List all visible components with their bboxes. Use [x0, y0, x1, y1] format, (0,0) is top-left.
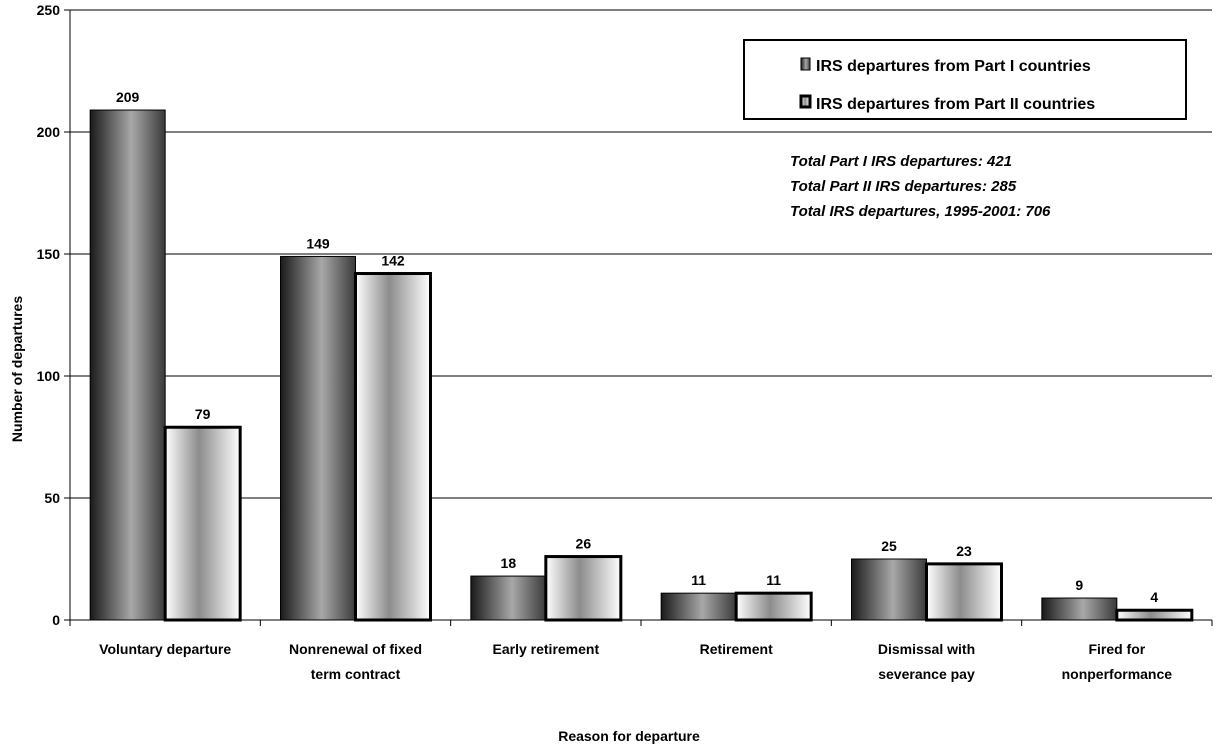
legend-swatch-part1 [800, 57, 811, 71]
bar-part1 [660, 592, 737, 621]
x-category-label: Voluntary departure [99, 641, 231, 657]
axes [64, 9, 1213, 626]
totals-annotation: Total Part I IRS departures: 421 Total P… [790, 153, 1051, 220]
x-category-label: Retirement [700, 641, 773, 657]
data-label-part2: 23 [956, 543, 972, 559]
bar-part1 [280, 255, 356, 621]
data-label-part2: 4 [1150, 589, 1158, 605]
data-label-part1: 11 [691, 572, 706, 588]
bar-part2 [1115, 608, 1194, 622]
y-tick-label: 100 [37, 368, 61, 384]
bars [89, 109, 1194, 622]
x-axis-label: Reason for departure [558, 728, 700, 744]
legend: IRS departures from Part I countries IRS… [743, 39, 1187, 120]
labels: 0 50 100 150 200 250 209 79 Voluntary departure 1… [37, 2, 1173, 682]
data-label-part1: 25 [881, 538, 897, 554]
y-tick-label: 50 [44, 490, 60, 506]
x-category-label: Early retirement [493, 641, 600, 657]
y-tick-label: 150 [37, 246, 61, 262]
bar-part2 [163, 425, 242, 622]
bar-part2 [354, 272, 432, 622]
bar-part1 [89, 109, 166, 621]
bar-part1 [1041, 597, 1118, 621]
x-category-label: Dismissal with [878, 641, 975, 657]
bar-part2 [925, 562, 1003, 622]
legend-label-part1: IRS departures from Part I countries [816, 58, 1091, 75]
data-label-part1: 149 [306, 235, 330, 251]
legend-swatch-part2 [799, 94, 812, 109]
bar-part2 [544, 555, 623, 622]
y-axis-label: Number of departures [9, 296, 25, 442]
bar-part1 [470, 575, 547, 621]
legend-box [743, 39, 1187, 120]
x-category-label: nonperformance [1062, 666, 1173, 682]
annotation-total-part1: Total Part I IRS departures: 421 [790, 153, 1012, 170]
x-category-label: term contract [311, 666, 401, 682]
x-category-label: Fired for [1088, 641, 1145, 657]
data-label-part2: 11 [766, 572, 781, 588]
annotation-total-part2: Total Part II IRS departures: 285 [790, 178, 1017, 195]
annotation-total-all: Total IRS departures, 1995-2001: 706 [790, 203, 1051, 220]
bar-part2 [734, 591, 813, 622]
data-label-part1: 9 [1075, 577, 1083, 593]
data-label-part2: 79 [195, 406, 211, 422]
x-category-label: severance pay [878, 666, 975, 682]
y-tick-label: 0 [52, 612, 60, 628]
data-label-part2: 26 [576, 536, 592, 552]
y-tick-label: 250 [37, 2, 61, 18]
legend-label-part2: IRS departures from Part II countries [816, 96, 1095, 113]
data-label-part1: 209 [116, 89, 140, 105]
gridlines [70, 9, 1212, 499]
y-tick-label: 200 [37, 124, 61, 140]
bar-part1 [851, 558, 927, 621]
x-category-label: Nonrenewal of fixed [289, 641, 422, 657]
data-label-part2: 142 [381, 253, 405, 269]
data-label-part1: 18 [501, 555, 517, 571]
